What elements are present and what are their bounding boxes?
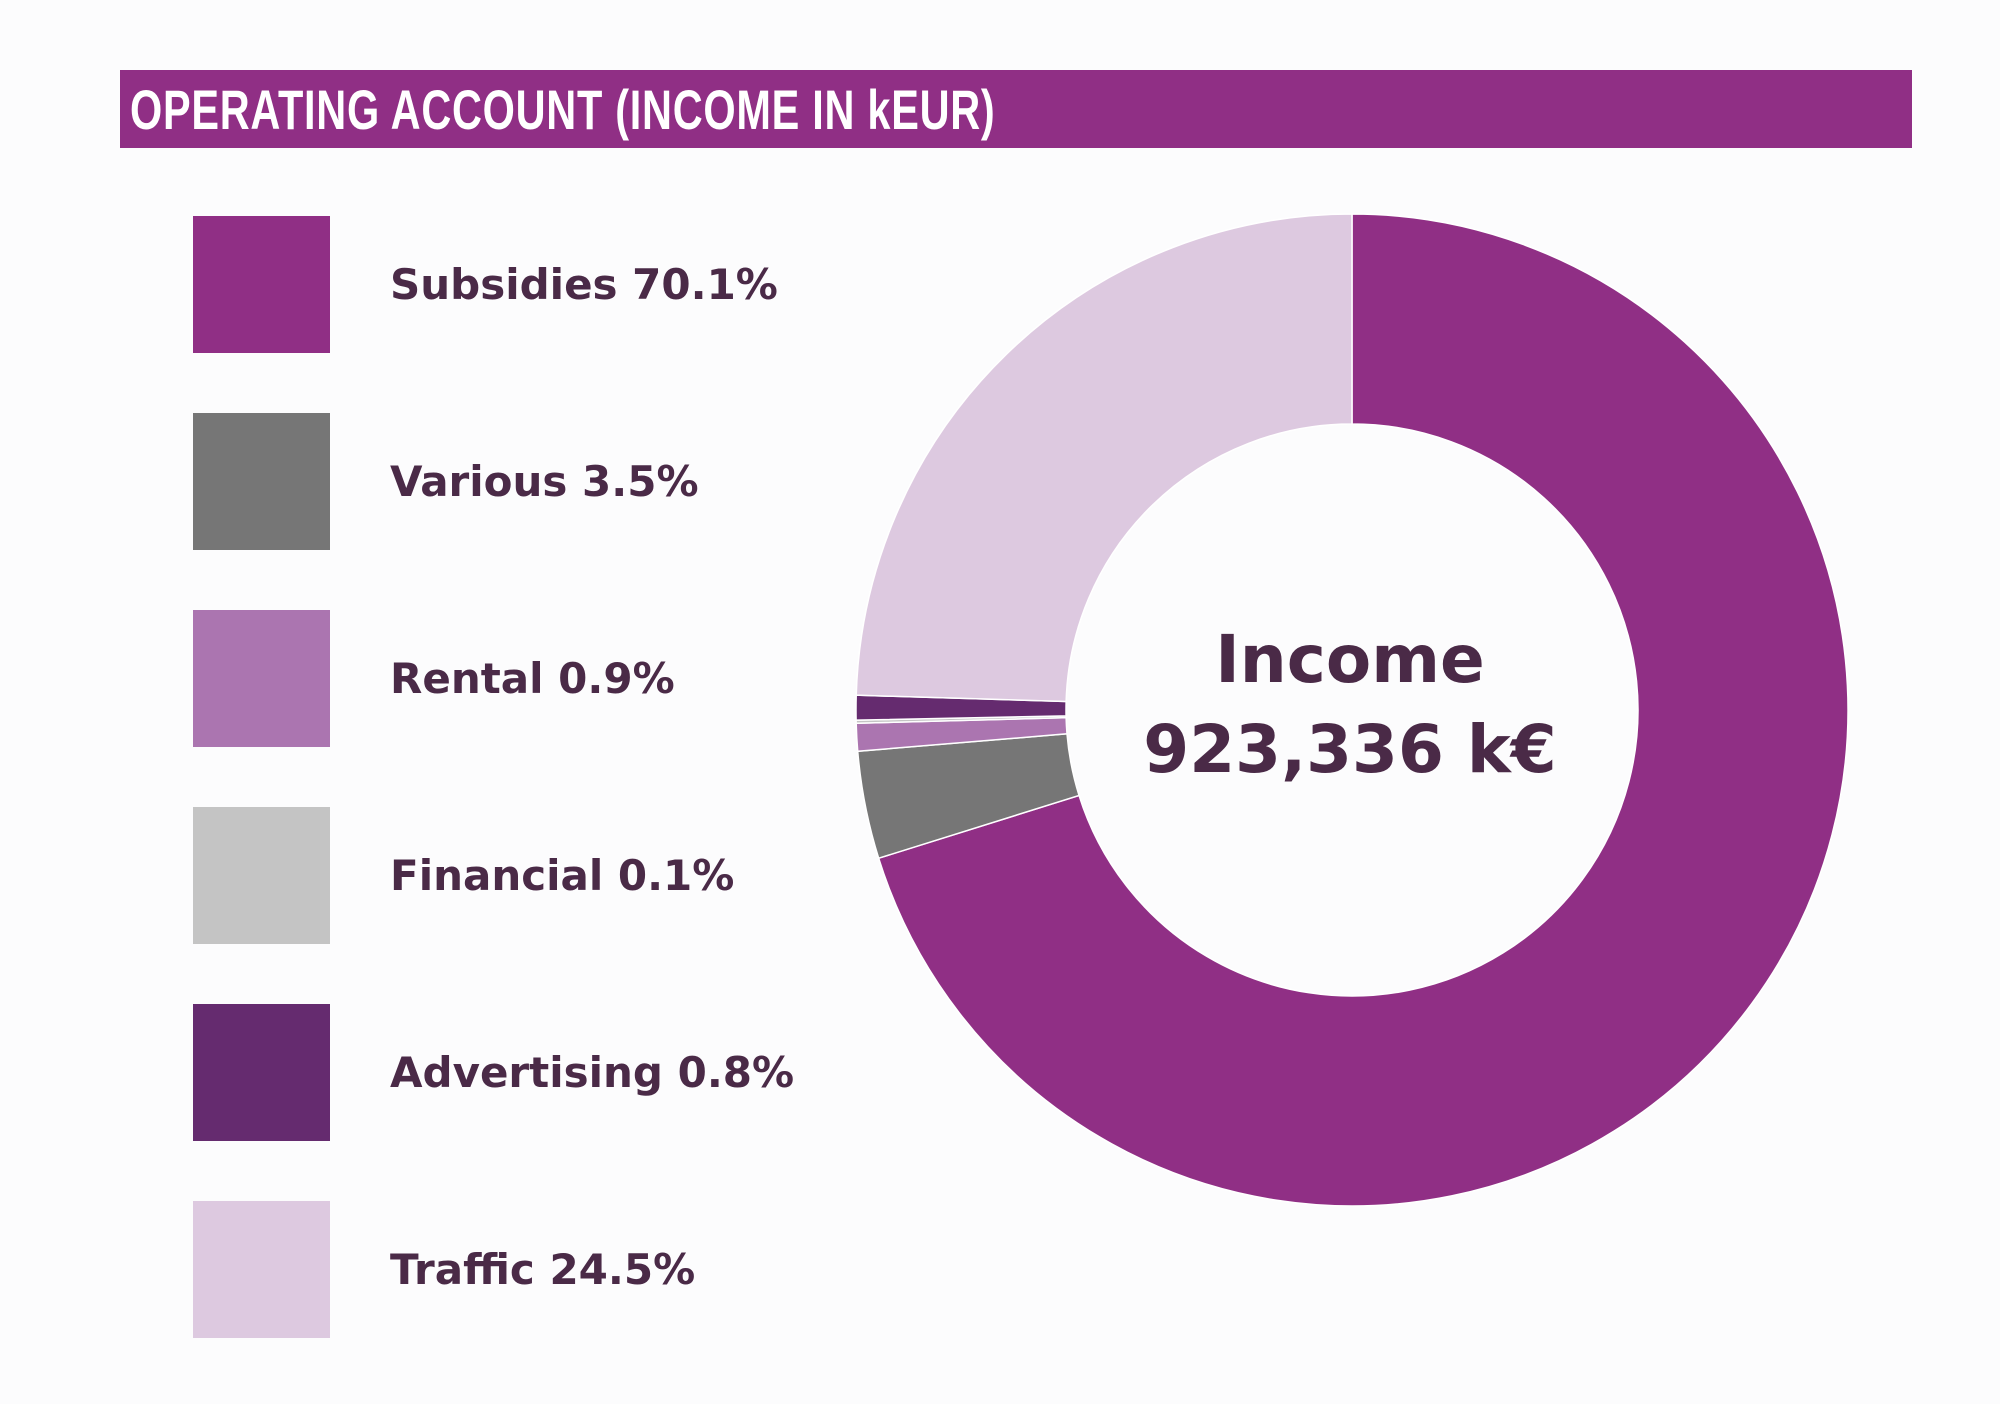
legend-item-rental: Rental 0.9% xyxy=(193,610,833,748)
title-bar: OPERATING ACCOUNT (INCOME IN kEUR) xyxy=(120,70,1912,148)
legend-item-financial: Financial 0.1% xyxy=(193,807,833,945)
legend-label-subsidies: Subsidies 70.1% xyxy=(390,260,778,309)
legend-item-various: Various 3.5% xyxy=(193,413,833,551)
legend-item-traffic: Traffic 24.5% xyxy=(193,1201,833,1339)
legend-label-advertising: Advertising 0.8% xyxy=(390,1048,795,1097)
center-title: Income xyxy=(1215,621,1485,698)
legend-swatch-rental xyxy=(193,610,330,747)
legend-swatch-traffic xyxy=(193,1201,330,1338)
legend-swatch-various xyxy=(193,413,330,550)
slice-subsidies xyxy=(877,213,1849,1207)
legend-label-rental: Rental 0.9% xyxy=(390,654,675,703)
slice-traffic xyxy=(855,213,1353,703)
legend-swatch-advertising xyxy=(193,1004,330,1141)
legend-label-traffic: Traffic 24.5% xyxy=(390,1245,696,1294)
center-total-value: 923,336 k€ xyxy=(1143,711,1557,788)
legend-item-advertising: Advertising 0.8% xyxy=(193,1004,833,1142)
legend-label-various: Various 3.5% xyxy=(390,457,699,506)
legend-label-financial: Financial 0.1% xyxy=(390,851,735,900)
legend-swatch-subsidies xyxy=(193,216,330,353)
legend-swatch-financial xyxy=(193,807,330,944)
legend-item-subsidies: Subsidies 70.1% xyxy=(193,216,833,354)
chart-title: OPERATING ACCOUNT (INCOME IN kEUR) xyxy=(130,78,996,141)
